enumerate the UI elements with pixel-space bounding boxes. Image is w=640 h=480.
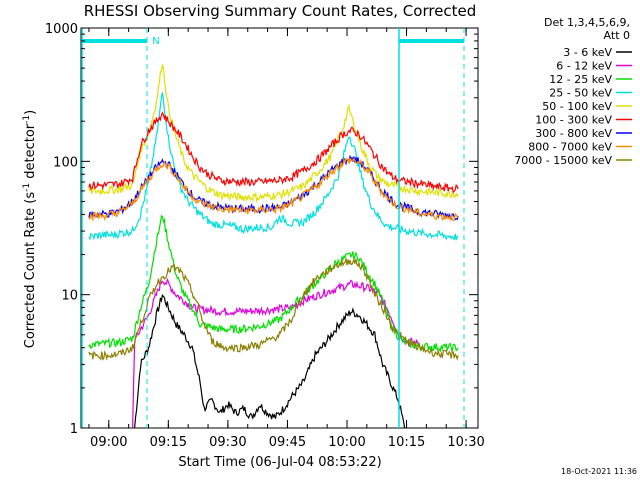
x-tick-label: 09:45 bbox=[269, 435, 306, 450]
series-line-3-6-kev bbox=[134, 294, 406, 429]
legend-label: 300 - 800 keV bbox=[535, 127, 612, 140]
legend-label: 25 - 50 keV bbox=[549, 87, 612, 100]
legend-label: 7000 - 15000 keV bbox=[514, 154, 612, 167]
legend-label: 12 - 25 keV bbox=[549, 73, 612, 86]
x-tick-label: 09:00 bbox=[90, 435, 127, 450]
y-tick-label: 1 bbox=[70, 422, 78, 437]
series-line-6-12-kev bbox=[132, 277, 419, 429]
x-tick-label: 10:15 bbox=[388, 435, 425, 450]
legend-label: 100 - 300 keV bbox=[535, 114, 612, 127]
y-tick-label: 100 bbox=[53, 155, 78, 170]
series-line-25-50-kev bbox=[88, 92, 459, 241]
series-line-50-100-kev bbox=[88, 63, 459, 204]
x-tick-label: 09:15 bbox=[150, 435, 187, 450]
x-tick-label: 10:00 bbox=[328, 435, 365, 450]
series-line-800-7000-kev bbox=[88, 157, 459, 222]
chart-title: RHESSI Observing Summary Count Rates, Co… bbox=[84, 2, 477, 20]
plot-frame bbox=[80, 27, 479, 429]
legend-label: 6 - 12 keV bbox=[556, 60, 612, 73]
legend-header-line2: Att 0 bbox=[604, 29, 630, 42]
plot-border bbox=[80, 27, 479, 429]
legend-label: 800 - 7000 keV bbox=[528, 141, 612, 154]
legend-label: 3 - 6 keV bbox=[563, 46, 612, 59]
flag-label: N bbox=[152, 36, 159, 47]
x-tick-label: 09:30 bbox=[209, 435, 246, 450]
series-lines bbox=[88, 63, 459, 429]
x-axis-label: Start Time (06-Jul-04 08:53:22) bbox=[178, 455, 381, 470]
y-axis-label: Corrected Count Rate (s-1 detector-1) bbox=[22, 110, 38, 348]
axes: 09:00 09:15 09:30 09:45 10:00 10:15 10:30 1 10 10… bbox=[45, 22, 485, 450]
y-tick-label: 10 bbox=[61, 289, 78, 304]
series-line-7000-15000-kev bbox=[88, 257, 459, 361]
x-tick-label: 10:30 bbox=[447, 435, 484, 450]
series-line-12-25-kev bbox=[88, 214, 459, 353]
series-line-100-300-kev bbox=[88, 111, 459, 194]
timestamp: 18-Oct-2021 11:36 bbox=[561, 467, 637, 476]
legend-header-line1: Det 1,3,4,5,6,9, bbox=[544, 16, 630, 29]
y-tick-label: 1000 bbox=[45, 22, 78, 37]
legend-label: 50 - 100 keV bbox=[542, 100, 612, 113]
plot-overlays: N bbox=[81, 28, 465, 428]
